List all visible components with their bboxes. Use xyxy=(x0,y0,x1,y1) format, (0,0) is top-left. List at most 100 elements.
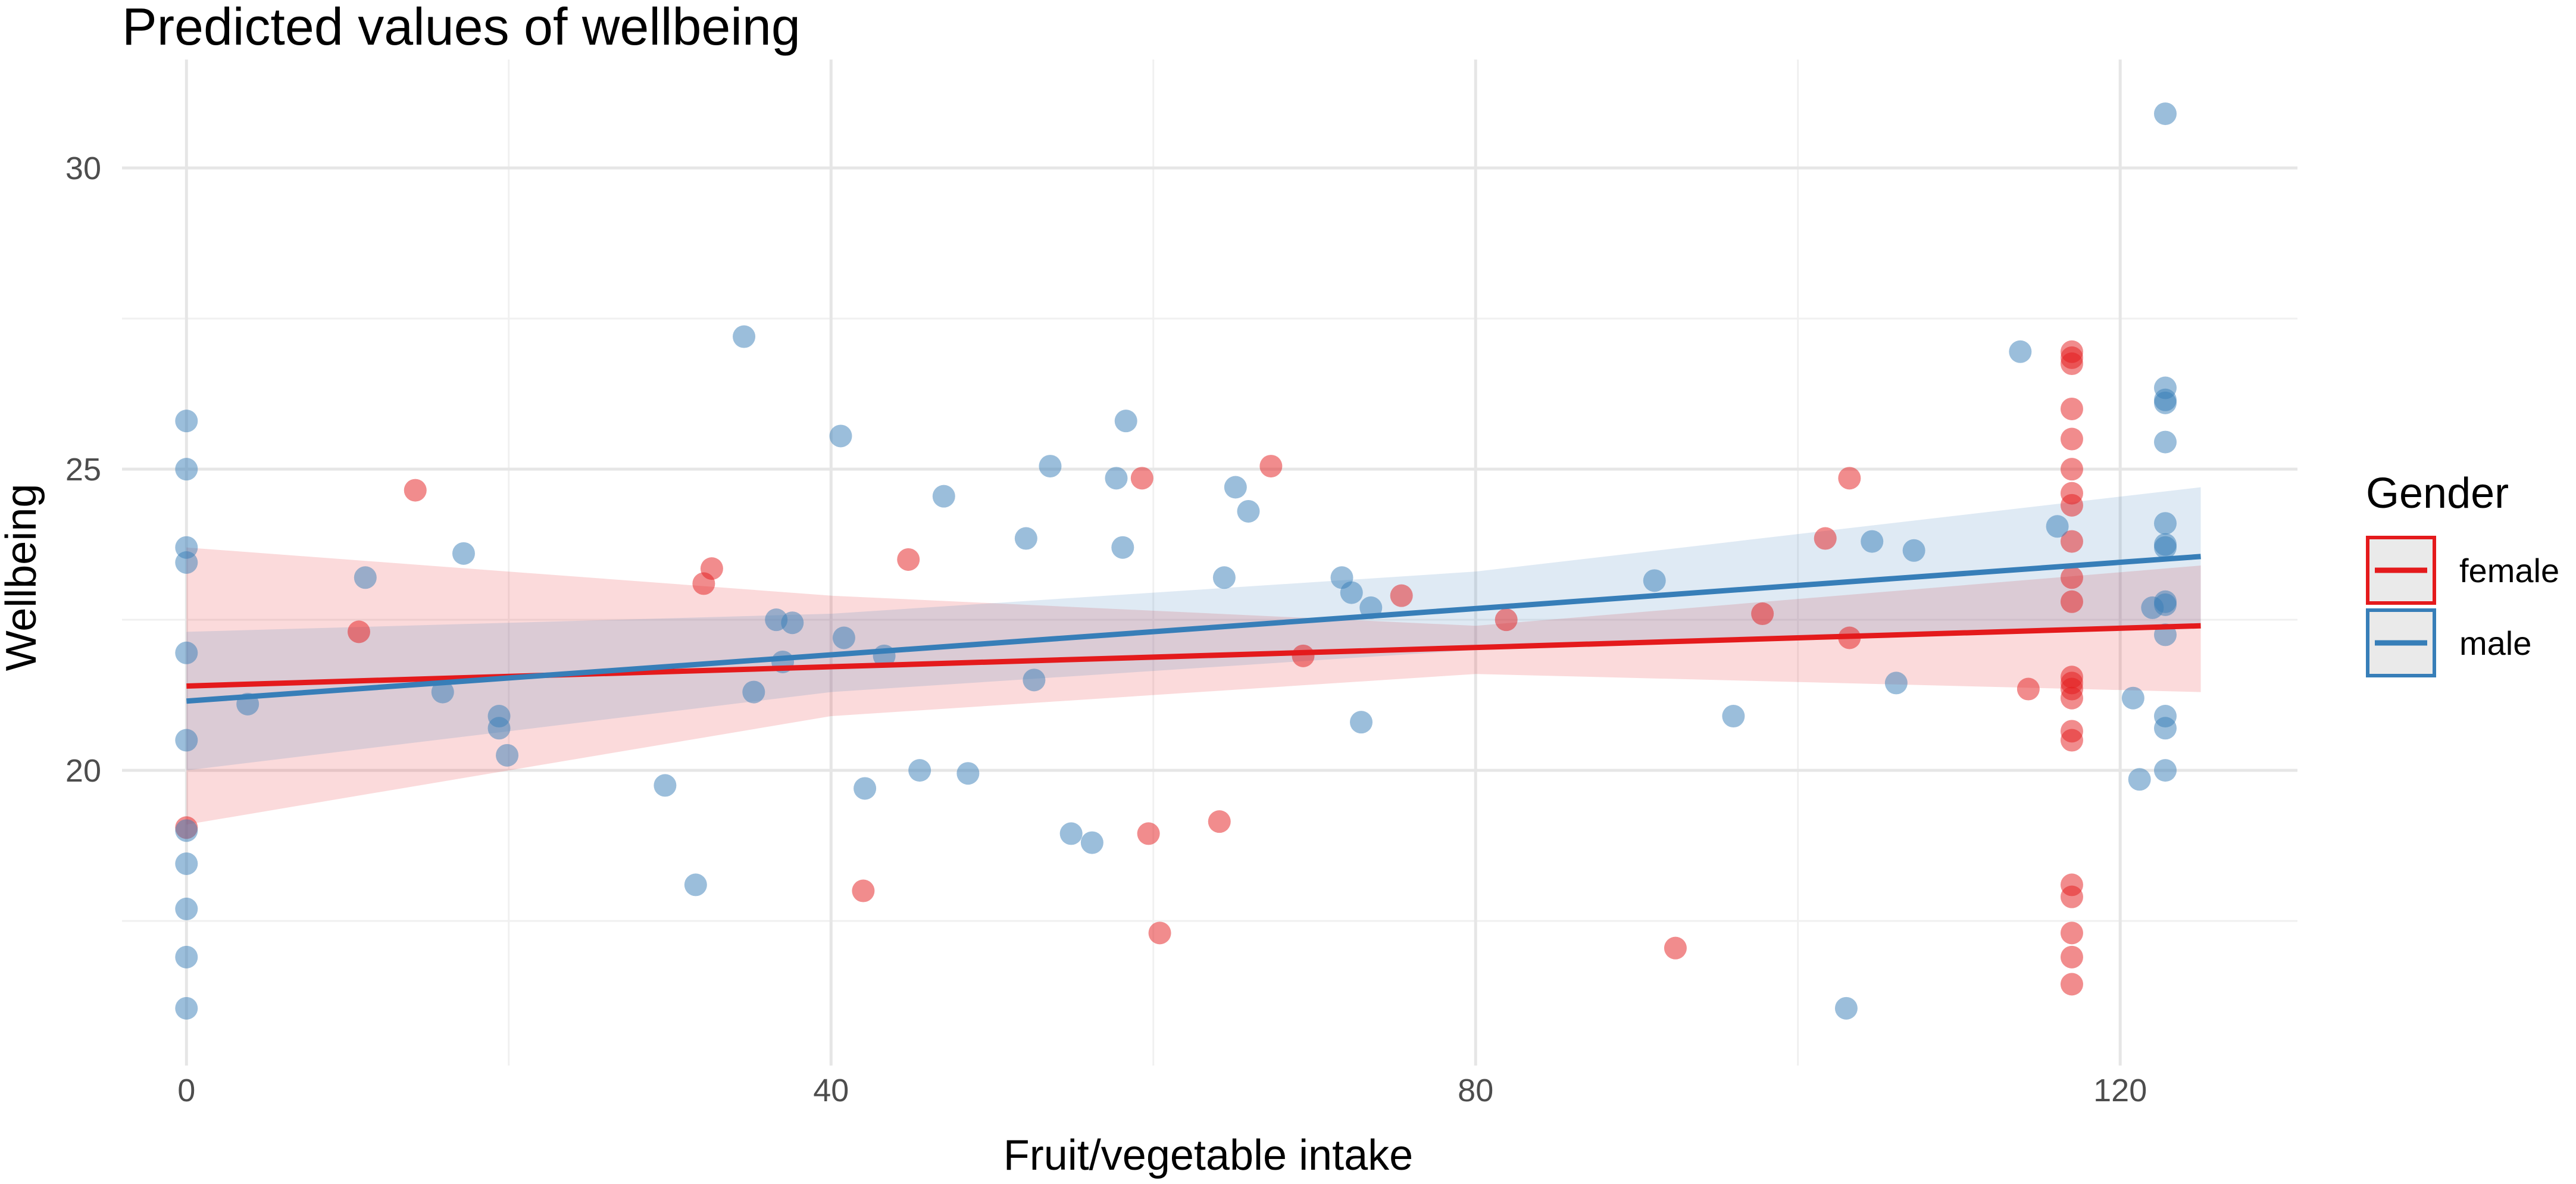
male-point xyxy=(2153,717,2177,740)
axis-tick-labels: 0 40 80 120 20 25 30 xyxy=(65,151,2147,1108)
male-point xyxy=(2153,102,2177,126)
x-tick-label: 80 xyxy=(1458,1073,1493,1108)
female-point xyxy=(1390,584,1413,607)
female-point xyxy=(2060,352,2083,376)
female-point xyxy=(2060,945,2083,969)
male-point xyxy=(452,542,475,565)
chart-title: Predicted values of wellbeing xyxy=(122,0,801,56)
male-point xyxy=(1023,668,1046,692)
x-tick-label: 120 xyxy=(2093,1073,2147,1108)
female-point xyxy=(2060,458,2083,481)
male-point xyxy=(2153,593,2177,616)
male-point xyxy=(175,410,198,433)
male-point xyxy=(1039,455,1062,478)
male-point xyxy=(854,777,877,800)
female-point xyxy=(1292,644,1315,667)
male-point xyxy=(354,566,377,589)
male-point xyxy=(1643,569,1666,592)
male-point xyxy=(684,873,707,896)
legend-label-male: male xyxy=(2459,624,2531,662)
female-point xyxy=(1814,527,1837,550)
male-point xyxy=(175,551,198,574)
female-point xyxy=(2060,530,2083,553)
male-point xyxy=(1861,530,1884,553)
male-point xyxy=(1884,671,1908,695)
male-point xyxy=(742,680,765,704)
male-point xyxy=(2128,768,2151,791)
male-fit-line xyxy=(186,554,2201,704)
male-point xyxy=(1340,581,1363,604)
female-point xyxy=(2060,493,2083,517)
male-point xyxy=(2046,515,2069,538)
legend: Gender female male xyxy=(2366,470,2559,677)
female-point xyxy=(2060,397,2083,420)
x-tick-label: 40 xyxy=(813,1073,849,1108)
male-point xyxy=(2153,430,2177,454)
female-point xyxy=(1208,810,1231,833)
male-point xyxy=(829,424,852,448)
female-point xyxy=(2060,427,2083,451)
male-point xyxy=(1080,831,1103,854)
female-point xyxy=(852,879,875,902)
male-point xyxy=(908,759,931,782)
female-point xyxy=(2060,686,2083,710)
female-point xyxy=(2060,921,2083,945)
male-point xyxy=(2153,759,2177,782)
fit-lines xyxy=(186,554,2201,704)
male-point xyxy=(654,774,677,797)
male-point xyxy=(175,641,198,664)
female-point xyxy=(2060,885,2083,908)
male-point xyxy=(956,762,980,785)
male-point xyxy=(1114,410,1137,433)
y-tick-label: 20 xyxy=(65,753,101,789)
male-point xyxy=(175,897,198,920)
female-point xyxy=(347,620,370,643)
male-point xyxy=(832,626,855,649)
male-point xyxy=(733,325,756,348)
female-point xyxy=(2060,973,2083,996)
male-point xyxy=(2009,340,2032,363)
grid-lines xyxy=(122,60,2297,1066)
male-point xyxy=(487,717,511,740)
male-point xyxy=(175,729,198,752)
female-point xyxy=(1137,822,1160,845)
female-point xyxy=(1495,608,1518,632)
x-axis-title: Fruit/vegetable intake xyxy=(1003,1132,1413,1179)
male-point xyxy=(175,458,198,481)
x-tick-label: 0 xyxy=(177,1073,195,1108)
female-point xyxy=(2017,677,2040,701)
male-point xyxy=(1834,996,1858,1020)
male-point xyxy=(1212,566,1236,589)
female-confidence-band xyxy=(186,547,2201,825)
male-point xyxy=(431,680,454,704)
female-point xyxy=(2060,566,2083,589)
male-point xyxy=(496,743,519,767)
legend-label-female: female xyxy=(2459,552,2559,589)
female-point xyxy=(1838,467,1861,490)
y-tick-label: 25 xyxy=(65,452,101,488)
male-point xyxy=(175,819,198,842)
male-point xyxy=(2153,512,2177,535)
male-point xyxy=(175,945,198,969)
male-point xyxy=(2153,536,2177,559)
female-point xyxy=(404,479,427,502)
male-point xyxy=(1349,711,1373,734)
male-point xyxy=(175,852,198,875)
male-point xyxy=(1105,467,1128,490)
male-point xyxy=(1111,536,1134,559)
male-point xyxy=(781,611,804,635)
male-point xyxy=(2121,686,2144,710)
male-point xyxy=(1224,476,1247,499)
male-point xyxy=(1059,822,1083,845)
male-point xyxy=(932,485,955,508)
legend-title: Gender xyxy=(2366,470,2509,517)
female-point xyxy=(1664,936,1687,960)
female-point xyxy=(1130,467,1153,490)
y-axis-title: Wellbeing xyxy=(0,484,45,671)
female-point xyxy=(1259,455,1283,478)
male-point xyxy=(1902,539,1925,562)
male-point xyxy=(1014,527,1037,550)
male-point xyxy=(1237,499,1260,523)
female-point xyxy=(2060,590,2083,613)
